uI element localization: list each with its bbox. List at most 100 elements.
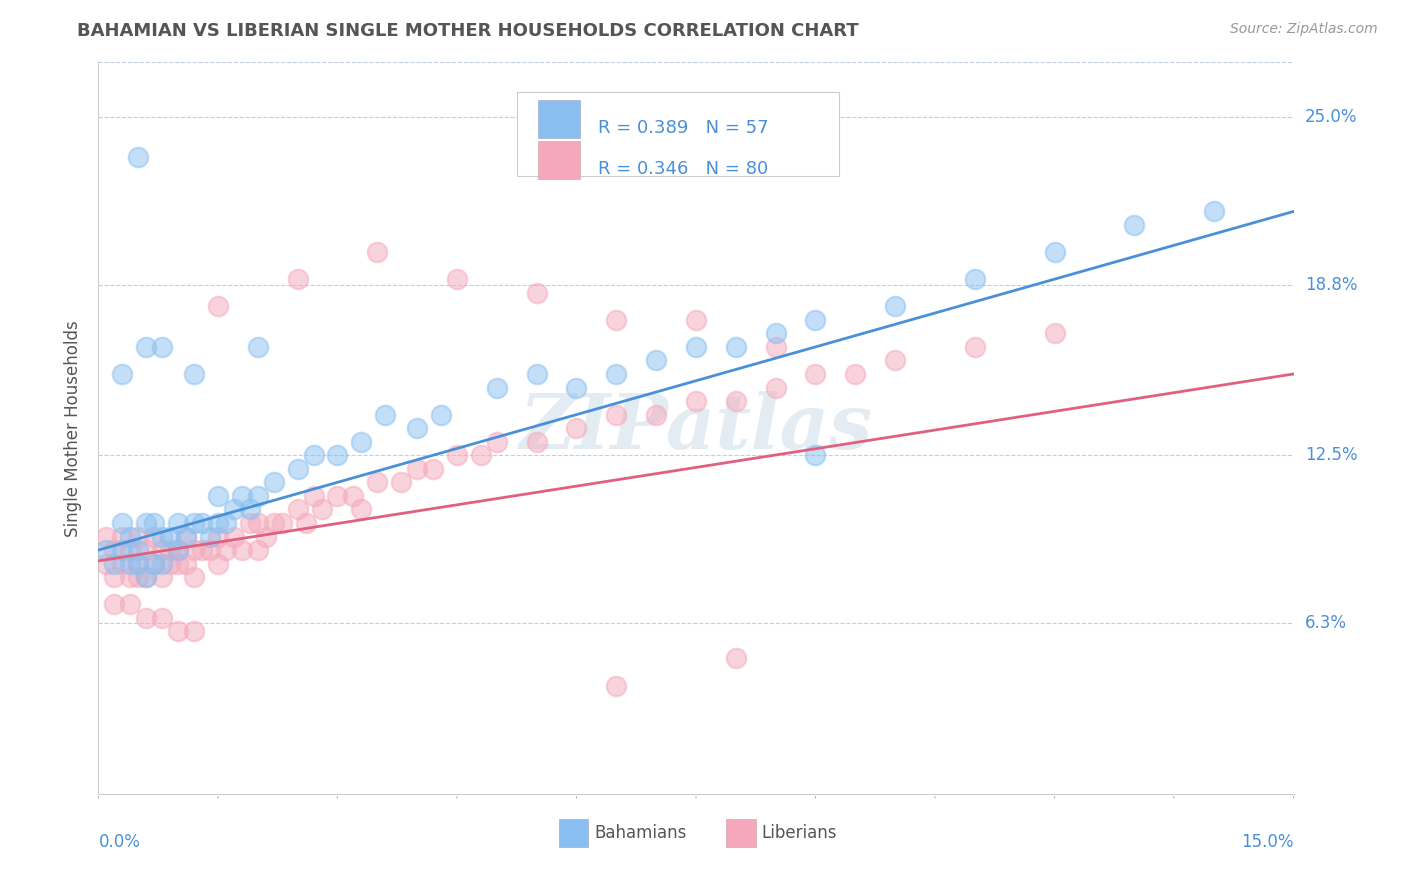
Point xyxy=(174,529,197,543)
Point xyxy=(263,516,285,530)
Point xyxy=(605,367,627,381)
Point xyxy=(111,529,134,543)
Point xyxy=(198,529,221,543)
Text: ZIPatlas: ZIPatlas xyxy=(519,392,873,465)
Point xyxy=(350,434,373,449)
Point xyxy=(366,475,388,490)
Point xyxy=(103,557,125,571)
Point xyxy=(724,394,747,409)
Point xyxy=(485,434,508,449)
Point xyxy=(183,367,205,381)
Point xyxy=(963,272,986,286)
Point xyxy=(287,502,309,516)
Point xyxy=(366,245,388,260)
Point xyxy=(406,421,429,435)
Point xyxy=(287,272,309,286)
Point xyxy=(263,475,285,490)
Point xyxy=(215,543,238,558)
Point xyxy=(103,570,125,584)
Point xyxy=(446,272,468,286)
Point xyxy=(120,570,142,584)
Point xyxy=(326,448,349,462)
Text: Liberians: Liberians xyxy=(762,823,837,842)
Text: 15.0%: 15.0% xyxy=(1241,833,1294,851)
Point xyxy=(1123,218,1146,232)
Point xyxy=(765,380,787,394)
Bar xyxy=(558,819,589,847)
Point xyxy=(765,340,787,354)
Point xyxy=(294,516,316,530)
Text: 6.3%: 6.3% xyxy=(1305,615,1347,632)
Point xyxy=(287,462,309,476)
Point xyxy=(191,543,214,558)
Point xyxy=(167,557,190,571)
Point xyxy=(191,516,214,530)
Point xyxy=(724,340,747,354)
Point xyxy=(167,543,190,558)
Point xyxy=(311,502,333,516)
Point xyxy=(135,570,157,584)
Point xyxy=(685,340,707,354)
Bar xyxy=(538,141,581,178)
Bar xyxy=(725,819,756,847)
Point xyxy=(685,313,707,327)
Point xyxy=(526,285,548,300)
Point xyxy=(246,543,269,558)
Text: 25.0%: 25.0% xyxy=(1305,108,1357,126)
Point xyxy=(150,543,173,558)
Point xyxy=(406,462,429,476)
Point xyxy=(183,624,205,639)
Point xyxy=(96,557,118,571)
Point xyxy=(246,516,269,530)
Point xyxy=(96,543,118,558)
Point xyxy=(127,150,149,164)
FancyBboxPatch shape xyxy=(517,92,839,176)
Point xyxy=(207,489,229,503)
Point xyxy=(174,557,197,571)
Point xyxy=(143,516,166,530)
Text: Source: ZipAtlas.com: Source: ZipAtlas.com xyxy=(1230,22,1378,37)
Point xyxy=(724,651,747,665)
Point xyxy=(198,543,221,558)
Point xyxy=(526,434,548,449)
Text: 0.0%: 0.0% xyxy=(98,833,141,851)
Point xyxy=(350,502,373,516)
Point xyxy=(120,597,142,611)
Point xyxy=(374,408,396,422)
Point xyxy=(765,326,787,341)
Point xyxy=(605,313,627,327)
Text: R = 0.346   N = 80: R = 0.346 N = 80 xyxy=(598,160,768,178)
Point xyxy=(485,380,508,394)
Point xyxy=(183,570,205,584)
Point xyxy=(111,557,134,571)
Point xyxy=(207,299,229,313)
Point xyxy=(120,529,142,543)
Text: R = 0.389   N = 57: R = 0.389 N = 57 xyxy=(598,120,769,137)
Point xyxy=(1043,326,1066,341)
Point xyxy=(446,448,468,462)
Point xyxy=(1043,245,1066,260)
Point xyxy=(430,408,453,422)
Point xyxy=(844,367,866,381)
Point xyxy=(103,597,125,611)
Point xyxy=(150,570,173,584)
Point xyxy=(159,529,181,543)
Point xyxy=(804,448,827,462)
Point xyxy=(143,557,166,571)
Point xyxy=(127,529,149,543)
Point xyxy=(470,448,492,462)
Point xyxy=(135,543,157,558)
Point xyxy=(565,421,588,435)
Point xyxy=(645,408,668,422)
Y-axis label: Single Mother Households: Single Mother Households xyxy=(63,320,82,536)
Point xyxy=(135,570,157,584)
Point xyxy=(389,475,412,490)
Point xyxy=(884,353,907,368)
Point xyxy=(246,489,269,503)
Point xyxy=(685,394,707,409)
Point xyxy=(159,557,181,571)
Point xyxy=(111,543,134,558)
Point xyxy=(270,516,292,530)
Point xyxy=(342,489,364,503)
Point xyxy=(1202,204,1225,219)
